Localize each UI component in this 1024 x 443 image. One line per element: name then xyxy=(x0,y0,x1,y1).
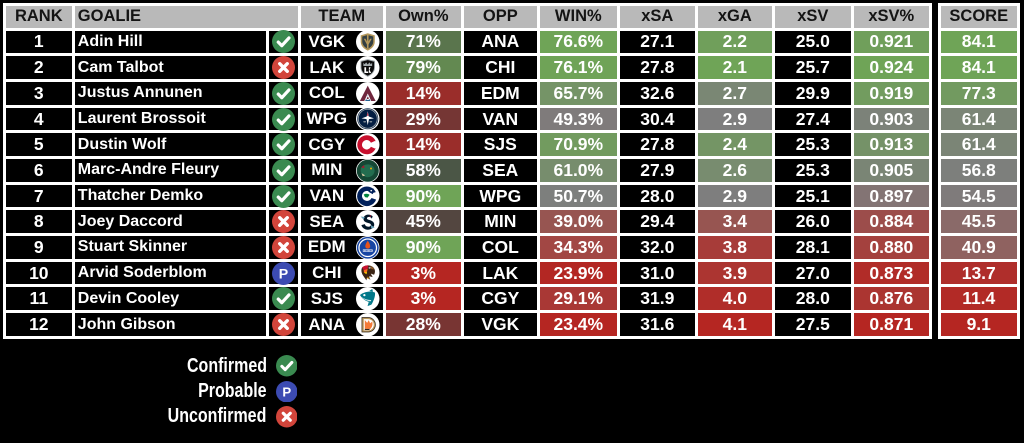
svg-text:P: P xyxy=(279,265,288,281)
svg-text:P: P xyxy=(282,384,291,399)
